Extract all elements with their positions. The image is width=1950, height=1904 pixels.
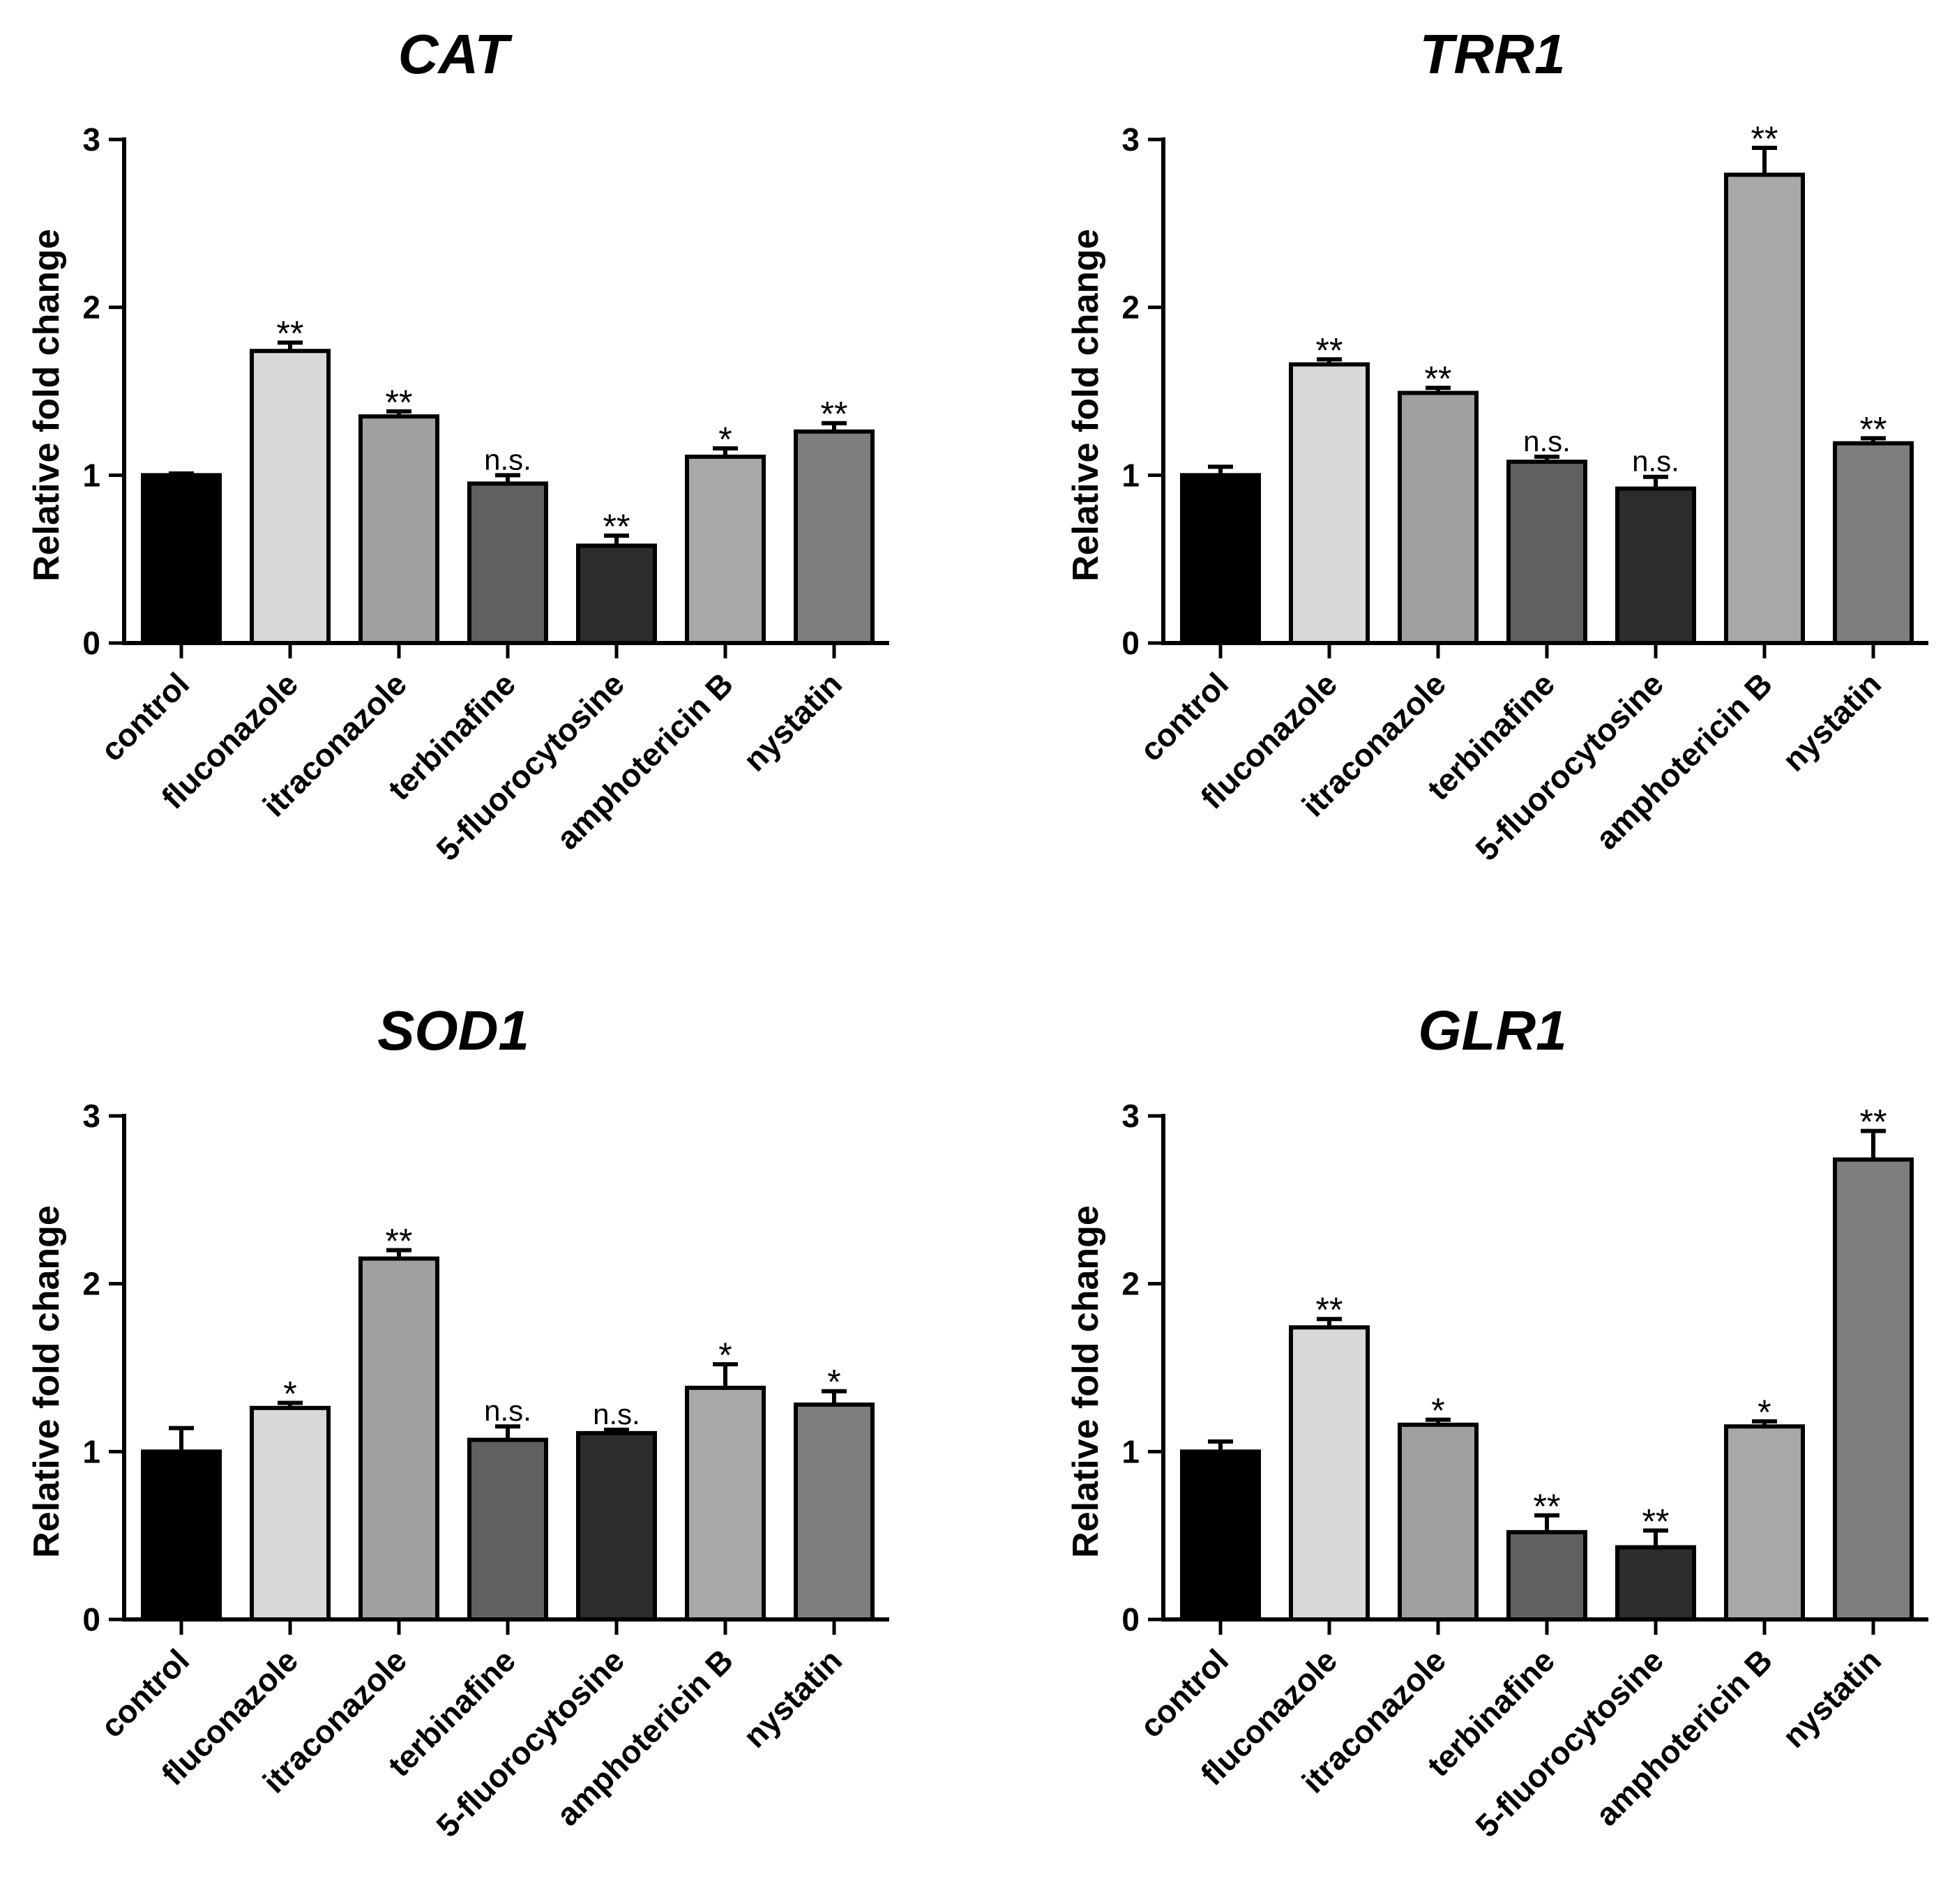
y-tick-label: 1 (1121, 457, 1140, 493)
y-tick-label: 1 (82, 457, 100, 493)
significance-label: n.s. (593, 1398, 640, 1430)
x-tick-label: control (1133, 665, 1235, 768)
significance-label: ** (1751, 119, 1778, 158)
x-tick-label: control (93, 665, 196, 768)
x-tick-label: 5-fluorocytosine (1468, 1642, 1670, 1844)
bar-amphotericin-b (685, 1385, 766, 1622)
bar-nystatin (1833, 1157, 1914, 1622)
bar-amphotericin-b (1724, 1424, 1805, 1622)
x-tick-label: 5-fluorocytosine (429, 665, 631, 868)
y-axis-label: Relative fold change (1066, 1205, 1106, 1558)
bar-amphotericin-b (685, 454, 766, 645)
y-tick-label: 0 (1121, 625, 1140, 661)
significance-label: ** (1860, 1103, 1887, 1142)
bar-itraconazole (358, 1256, 439, 1622)
bar-5-fluorocytosine (1615, 1545, 1696, 1622)
bar-terbinafine (467, 481, 548, 645)
significance-label: n.s. (484, 1394, 531, 1427)
x-tick-label: nystatin (1776, 665, 1888, 778)
y-tick-label: 3 (82, 121, 100, 158)
significance-label: * (1758, 1393, 1771, 1432)
x-tick-label: nystatin (736, 1642, 849, 1754)
bar-fluconazole (1289, 362, 1370, 645)
y-tick-label: 3 (1121, 121, 1140, 158)
significance-label: * (827, 1363, 840, 1402)
y-axis-label: Relative fold change (27, 1205, 67, 1558)
bar-terbinafine (1506, 460, 1587, 646)
significance-label: ** (821, 395, 848, 434)
significance-label: ** (603, 507, 630, 546)
significance-label: ** (1860, 409, 1887, 448)
y-tick-label: 2 (1121, 1266, 1140, 1302)
y-axis-label: Relative fold change (1066, 229, 1106, 582)
chart-title: GLR1 (1418, 999, 1566, 1061)
significance-label: n.s. (484, 443, 531, 476)
bar-nystatin (794, 1402, 875, 1622)
bar-control (1180, 473, 1261, 645)
significance-label: ** (277, 314, 304, 353)
y-tick-label: 1 (1121, 1433, 1140, 1469)
bar-itraconazole (1398, 1422, 1479, 1622)
significance-label: n.s. (1632, 445, 1679, 478)
bar-control (1180, 1449, 1261, 1622)
x-tick-label: nystatin (1776, 1642, 1888, 1754)
bar-fluconazole (1289, 1325, 1370, 1622)
bar-5-fluorocytosine (576, 543, 657, 645)
y-tick-label: 2 (1121, 289, 1140, 326)
significance-label: ** (386, 383, 413, 422)
bar-fluconazole (250, 349, 331, 645)
significance-label: * (718, 1336, 732, 1375)
bar-amphotericin-b (1724, 172, 1805, 646)
bar-fluconazole (250, 1405, 331, 1622)
bar-nystatin (1833, 441, 1914, 646)
significance-label: ** (386, 1222, 413, 1261)
y-tick-label: 3 (82, 1098, 100, 1134)
y-axis-label: Relative fold change (27, 229, 67, 582)
x-tick-label: control (93, 1642, 196, 1744)
bar-terbinafine (467, 1437, 548, 1622)
y-tick-label: 0 (82, 625, 100, 661)
significance-label: * (1431, 1391, 1444, 1430)
x-tick-label: 5-fluorocytosine (429, 1642, 631, 1844)
bar-5-fluorocytosine (1615, 486, 1696, 645)
significance-label: ** (1316, 331, 1343, 370)
bar-itraconazole (1398, 391, 1479, 645)
significance-label: ** (1316, 1290, 1343, 1329)
significance-label: * (283, 1375, 296, 1414)
chart-title: TRR1 (1420, 23, 1566, 85)
chart-title: CAT (398, 23, 513, 85)
significance-label: ** (1425, 359, 1452, 398)
x-tick-label: control (1133, 1642, 1235, 1744)
significance-label: * (718, 420, 732, 459)
bar-5-fluorocytosine (576, 1430, 657, 1622)
y-tick-label: 2 (82, 289, 100, 326)
x-tick-label: 5-fluorocytosine (1468, 665, 1670, 868)
y-tick-label: 0 (1121, 1601, 1140, 1638)
bar-nystatin (794, 429, 875, 645)
chart-title: SOD1 (377, 999, 529, 1061)
y-tick-label: 0 (82, 1601, 100, 1638)
significance-label: ** (1534, 1487, 1561, 1526)
bar-itraconazole (358, 414, 439, 645)
significance-label: n.s. (1523, 425, 1571, 458)
y-tick-label: 1 (82, 1433, 100, 1469)
bar-control (141, 1449, 222, 1622)
bar-terbinafine (1506, 1529, 1587, 1622)
y-tick-label: 3 (1121, 1098, 1140, 1134)
significance-label: ** (1642, 1502, 1670, 1541)
bar-control (141, 473, 222, 645)
y-tick-label: 2 (82, 1266, 100, 1302)
x-tick-label: nystatin (736, 665, 849, 778)
